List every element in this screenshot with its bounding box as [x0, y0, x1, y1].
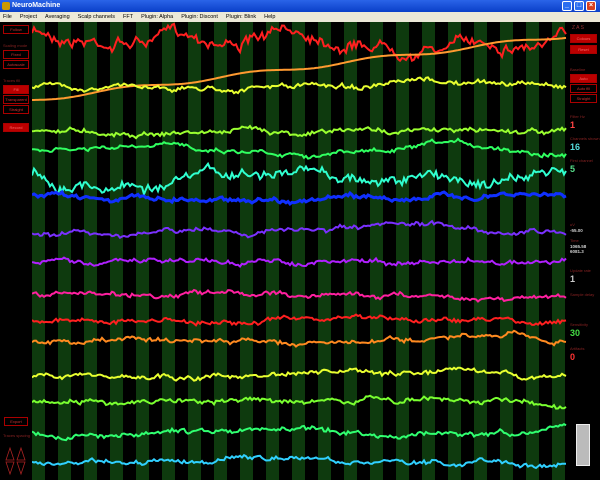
- menu-item[interactable]: Scalp channels: [77, 14, 115, 20]
- maximize-button[interactable]: □: [574, 1, 584, 11]
- field-label: uV: [570, 222, 575, 227]
- menu-item[interactable]: File: [3, 14, 12, 20]
- field-value: 0: [570, 352, 576, 362]
- epoch-stripe: [474, 22, 487, 480]
- eeg-trace-plot[interactable]: [32, 22, 567, 480]
- epoch-stripe: [370, 22, 383, 480]
- straight-baseline-button[interactable]: Straight: [570, 94, 597, 103]
- epoch-stripe: [136, 22, 149, 480]
- epoch-stripe: [422, 22, 435, 480]
- channel-trace: [32, 256, 567, 268]
- menu-item[interactable]: Help: [264, 14, 276, 20]
- channel-trace: [32, 22, 567, 63]
- epoch-stripe: [110, 22, 123, 480]
- epoch-stripe: [266, 22, 279, 480]
- field-value: 1065.58 6081.3: [570, 244, 587, 254]
- channel-trace: [32, 288, 567, 303]
- channel-trace: [32, 453, 566, 470]
- follow-button[interactable]: Follow: [3, 25, 29, 34]
- channel-trace: [32, 161, 567, 198]
- menu-item[interactable]: Averaging: [45, 14, 70, 20]
- epoch-stripe: [240, 22, 253, 480]
- window-title: NeuroMachine: [12, 2, 61, 9]
- field-value: 5: [570, 164, 576, 174]
- field-label: Time: [570, 238, 579, 243]
- field-label: Update rate: [570, 268, 591, 273]
- menu-bar: File Project Averaging Scalp channels FFT Plu…: [0, 12, 600, 22]
- right-panel: Z A S Colours Reset Baseline Auto Auto f…: [567, 22, 600, 480]
- export-button[interactable]: Export: [4, 417, 28, 426]
- epoch-stripe: [448, 22, 461, 480]
- transparent-button[interactable]: Transparent: [3, 95, 29, 104]
- epoch-stripe: [214, 22, 227, 480]
- epoch-stripe: [84, 22, 97, 480]
- field-label: Sensitivity: [570, 322, 589, 327]
- menu-item[interactable]: Plugin: Blink: [225, 14, 257, 20]
- field-label: Sample delay: [570, 292, 595, 297]
- field-label: Channels shown: [570, 136, 600, 141]
- field-value: 1: [570, 274, 576, 284]
- menu-item[interactable]: FFT: [122, 14, 134, 20]
- spacing-label: Traces spacing: [3, 433, 30, 438]
- colours-button[interactable]: Colours: [570, 34, 597, 43]
- epoch-stripe: [188, 22, 201, 480]
- fill-label: Traces fill: [3, 78, 20, 83]
- epoch-stripe: [58, 22, 71, 480]
- record-button[interactable]: Record: [3, 123, 29, 132]
- field-value: 1: [570, 120, 576, 130]
- epoch-stripe: [344, 22, 357, 480]
- epoch-stripe: [32, 22, 45, 480]
- auto-button[interactable]: Auto: [570, 74, 597, 83]
- reset-button[interactable]: Reset: [570, 45, 597, 54]
- epoch-stripe: [500, 22, 513, 480]
- zas-label: Z A S: [572, 25, 584, 31]
- straight-button[interactable]: Straight: [3, 105, 29, 114]
- menu-item[interactable]: Project: [19, 14, 37, 20]
- auto-fill-button[interactable]: Auto fill: [570, 84, 597, 93]
- field-value: 30: [570, 328, 581, 338]
- channel-trace: [32, 124, 567, 140]
- spacing-arrows-icon[interactable]: [4, 446, 28, 476]
- field-label: Artifacts: [570, 346, 585, 351]
- baseline-label: Baseline: [570, 67, 586, 72]
- field-value: 16: [570, 142, 581, 152]
- field-value: -55.00: [570, 228, 583, 233]
- channel-trace: [32, 394, 567, 410]
- left-panel: Follow Scaling mode Fixed Autoscale Trac…: [0, 22, 32, 480]
- epoch-stripe: [318, 22, 331, 480]
- epoch-stripe: [396, 22, 409, 480]
- channel-trace: [32, 329, 567, 348]
- epoch-stripe: [552, 22, 565, 480]
- epoch-stripe: [526, 22, 539, 480]
- minimize-button[interactable]: _: [562, 1, 572, 11]
- epoch-stripe: [162, 22, 175, 480]
- fixed-button[interactable]: Fixed: [3, 50, 29, 59]
- channel-trace: [32, 189, 567, 206]
- epoch-stripe: [292, 22, 305, 480]
- channel-trace: [32, 76, 567, 95]
- channel-trace: [32, 313, 567, 327]
- field-label: First channel: [570, 158, 593, 163]
- app-icon: [2, 2, 10, 10]
- scaling-label: Scaling mode: [3, 43, 28, 48]
- channel-trace: [32, 219, 567, 239]
- menu-item[interactable]: Plugin: Alpha: [141, 14, 174, 20]
- field-label: Filter Hz: [570, 114, 585, 119]
- channel-trace: [32, 366, 567, 382]
- fill-button[interactable]: Fill: [3, 85, 29, 94]
- autoscale-button[interactable]: Autoscale: [3, 60, 29, 69]
- close-button[interactable]: ×: [586, 1, 596, 11]
- menu-item[interactable]: Plugin: Discont: [181, 14, 218, 20]
- channel-trace: [32, 423, 567, 442]
- channel-trace: [32, 36, 567, 101]
- channel-trace: [32, 137, 567, 160]
- title-bar: NeuroMachine _ □ ×: [0, 0, 600, 12]
- scrollbar[interactable]: [576, 424, 590, 466]
